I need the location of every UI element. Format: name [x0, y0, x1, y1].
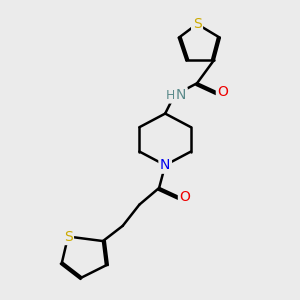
Text: S: S [193, 17, 201, 31]
Text: O: O [179, 190, 190, 204]
Text: H: H [169, 89, 179, 102]
Text: H: H [166, 89, 175, 102]
Text: N: N [160, 158, 170, 172]
Text: O: O [218, 85, 228, 99]
Text: S: S [64, 230, 72, 244]
Text: N: N [176, 88, 186, 102]
